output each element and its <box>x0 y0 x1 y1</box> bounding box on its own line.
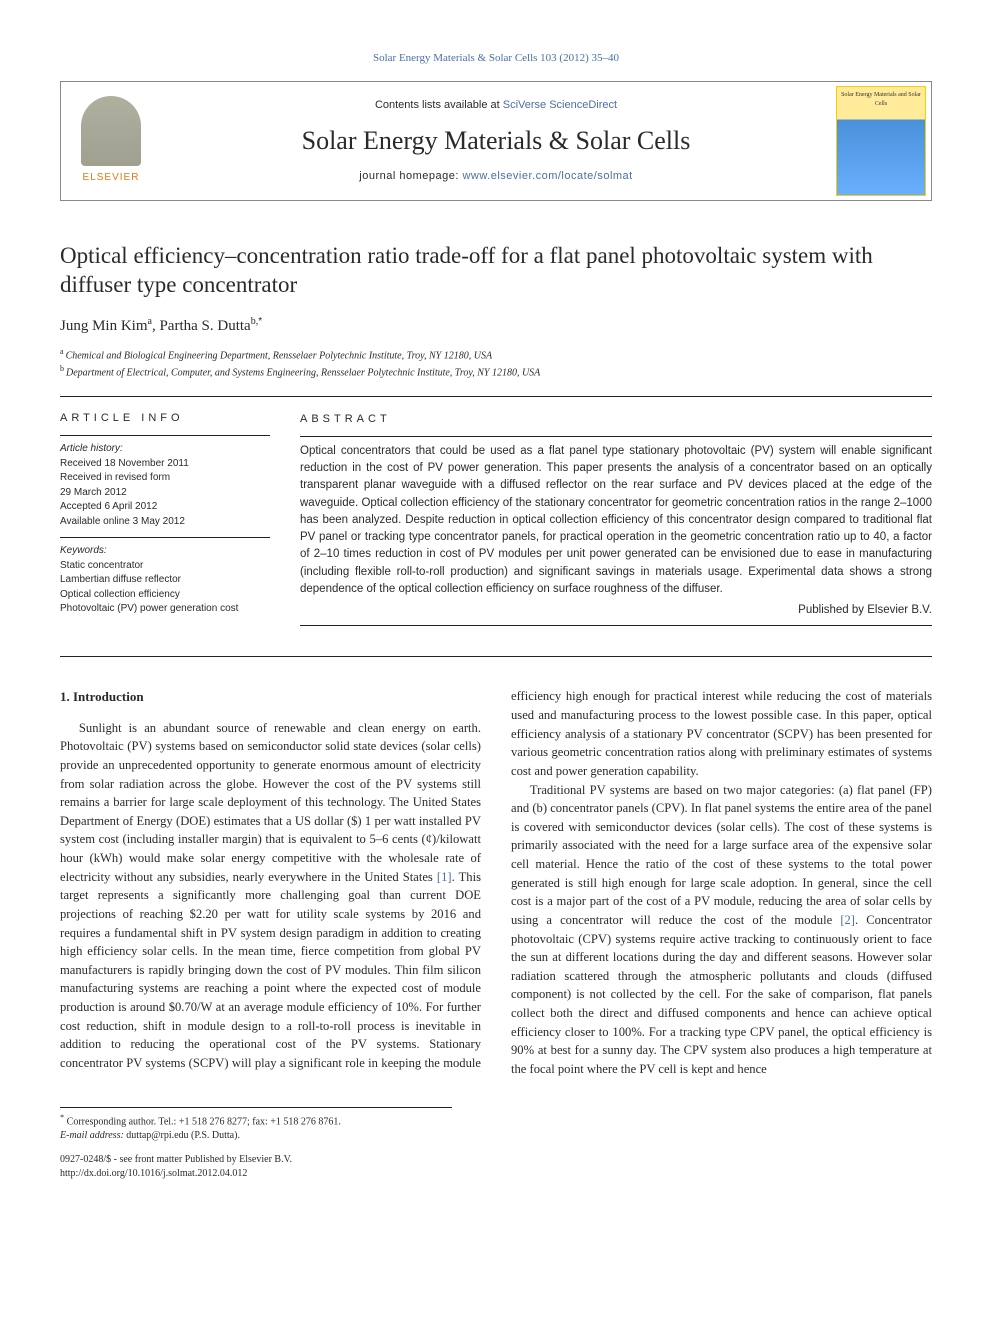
citation-link[interactable]: [2] <box>840 913 855 927</box>
elsevier-label: ELSEVIER <box>83 170 140 185</box>
keyword: Optical collection efficiency <box>60 588 270 603</box>
affiliation-a: Chemical and Biological Engineering Depa… <box>66 350 493 361</box>
abstract-text: Optical concentrators that could be used… <box>300 443 932 598</box>
article-info-label: ARTICLE INFO <box>60 411 270 427</box>
elsevier-tree-icon <box>81 96 141 166</box>
doi-link[interactable]: http://dx.doi.org/10.1016/j.solmat.2012.… <box>60 1167 932 1181</box>
publisher-line: Published by Elsevier B.V. <box>300 602 932 619</box>
received-date: Received 18 November 2011 <box>60 457 270 472</box>
divider <box>60 435 270 436</box>
contents-line: Contents lists available at SciVerse Sci… <box>161 97 831 114</box>
keywords-label: Keywords: <box>60 544 270 559</box>
copyright: 0927-0248/$ - see front matter Published… <box>60 1153 932 1181</box>
corresponding-author: * Corresponding author. Tel.: +1 518 276… <box>60 1112 452 1129</box>
keyword: Photovoltaic (PV) power generation cost <box>60 602 270 617</box>
journal-header: ELSEVIER Contents lists available at Sci… <box>60 81 932 201</box>
divider <box>60 396 932 397</box>
journal-citation[interactable]: Solar Energy Materials & Solar Cells 103… <box>60 50 932 67</box>
header-center: Contents lists available at SciVerse Sci… <box>161 97 831 185</box>
revised-date: 29 March 2012 <box>60 486 270 501</box>
abstract: ABSTRACT Optical concentrators that coul… <box>300 411 932 632</box>
divider <box>60 537 270 538</box>
keyword: Static concentrator <box>60 559 270 574</box>
article-title: Optical efficiency–concentration ratio t… <box>60 241 932 301</box>
para-text: . Concentrator photovoltaic (CPV) system… <box>511 913 932 1076</box>
email-label: E-mail address: <box>60 1130 124 1141</box>
affiliations: aChemical and Biological Engineering Dep… <box>60 346 932 381</box>
article-info: ARTICLE INFO Article history: Received 1… <box>60 411 270 632</box>
divider <box>300 625 932 626</box>
citation-link[interactable]: [1] <box>437 870 452 884</box>
history-label: Article history: <box>60 442 270 457</box>
section-heading: 1. Introduction <box>60 687 481 706</box>
corresponding-asterisk: * <box>258 316 262 327</box>
para-text: . This target represents a significantly… <box>60 870 481 1052</box>
divider <box>60 656 932 657</box>
para-text: Sunlight is an abundant source of renewa… <box>60 721 481 884</box>
author-1-affil: a <box>148 316 152 327</box>
author-2: Partha S. Dutta <box>159 318 250 334</box>
corr-text: Corresponding author. Tel.: +1 518 276 8… <box>67 1116 341 1127</box>
keyword: Lambertian diffuse reflector <box>60 573 270 588</box>
revised-label: Received in revised form <box>60 471 270 486</box>
footnote: * Corresponding author. Tel.: +1 518 276… <box>60 1107 452 1143</box>
elsevier-logo[interactable]: ELSEVIER <box>61 82 161 200</box>
para-text: Traditional PV systems are based on two … <box>511 783 932 927</box>
homepage-line: journal homepage: www.elsevier.com/locat… <box>161 168 831 185</box>
affiliation-b: Department of Electrical, Computer, and … <box>66 367 540 378</box>
body-paragraph: Traditional PV systems are based on two … <box>511 781 932 1079</box>
abstract-label: ABSTRACT <box>300 411 932 428</box>
copyright-line: 0927-0248/$ - see front matter Published… <box>60 1153 932 1167</box>
accepted-date: Accepted 6 April 2012 <box>60 500 270 515</box>
journal-cover-icon[interactable]: Solar Energy Materials and Solar Cells <box>836 86 926 196</box>
email-address[interactable]: duttap@rpi.edu (P.S. Dutta). <box>126 1130 240 1141</box>
author-1: Jung Min Kim <box>60 318 148 334</box>
sciencedirect-link[interactable]: SciVerse ScienceDirect <box>503 99 617 111</box>
authors: Jung Min Kima, Partha S. Duttab,* <box>60 314 932 338</box>
homepage-prefix: journal homepage: <box>359 170 462 182</box>
divider <box>300 436 932 437</box>
meta-row: ARTICLE INFO Article history: Received 1… <box>60 411 932 632</box>
body-text: 1. Introduction Sunlight is an abundant … <box>60 687 932 1078</box>
journal-name: Solar Energy Materials & Solar Cells <box>161 121 831 160</box>
contents-prefix: Contents lists available at <box>375 99 503 111</box>
homepage-link[interactable]: www.elsevier.com/locate/solmat <box>462 170 632 182</box>
online-date: Available online 3 May 2012 <box>60 515 270 530</box>
